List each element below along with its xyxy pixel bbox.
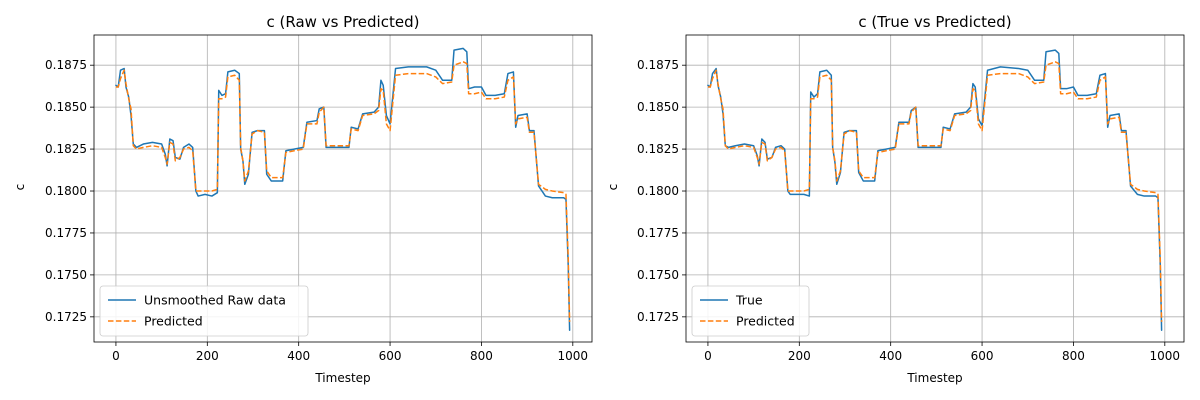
left-x-tick-label: 1000 (558, 349, 589, 363)
right-legend-label: Predicted (736, 314, 795, 329)
left-chart-title: c (Raw vs Predicted) (267, 13, 420, 31)
right-x-tick-label: 600 (971, 349, 994, 363)
right-x-tick-label: 200 (788, 349, 811, 363)
right-y-tick-label: 0.1750 (637, 268, 679, 282)
right-legend-label: True (735, 293, 763, 308)
right-y-tick-label: 0.1825 (637, 142, 679, 156)
left-legend-label: Unsmoothed Raw data (144, 293, 286, 308)
right-x-tick-label: 1000 (1150, 349, 1181, 363)
left-x-tick-label: 400 (287, 349, 310, 363)
left-y-tick-label: 0.1725 (45, 310, 87, 324)
left-series-group (115, 47, 571, 332)
left-legend: Unsmoothed Raw data Predicted (99, 285, 309, 337)
right-y-tick-label: 0.1850 (637, 100, 679, 114)
right-y-tick-label: 0.1725 (637, 310, 679, 324)
left-grid (94, 35, 592, 342)
left-y-tick-label: 0.1850 (45, 100, 87, 114)
right-y-axis-label: c (606, 184, 620, 191)
right-chart-panel: c (True vs Predicted) Timestep c 0 200 400… (606, 13, 1185, 385)
left-y-tick-label: 0.1800 (45, 184, 87, 198)
left-legend-box (99, 285, 309, 337)
left-y-tick-label: 0.1750 (45, 268, 87, 282)
left-y-tick-label: 0.1875 (45, 58, 87, 72)
left-x-tick-label: 600 (379, 349, 402, 363)
right-y-tick-label: 0.1875 (637, 58, 679, 72)
right-x-tick-label: 0 (704, 349, 712, 363)
right-y-tick-label: 0.1800 (637, 184, 679, 198)
left-x-tick-label: 800 (470, 349, 493, 363)
right-legend-box (691, 285, 810, 337)
left-chart-panel: c (Raw vs Predicted) Timestep c 0 200 400 6… (13, 13, 593, 385)
left-x-tick-label: 200 (196, 349, 219, 363)
right-series-line-predicted (707, 61, 1163, 322)
left-x-tick-label: 0 (112, 349, 120, 363)
right-y-tick-label: 0.1775 (637, 226, 679, 240)
right-x-axis-label: Timestep (906, 371, 962, 385)
right-series-group (707, 49, 1163, 332)
left-y-tick-label: 0.1775 (45, 226, 87, 240)
right-grid (686, 35, 1184, 342)
right-x-tick-label: 400 (879, 349, 902, 363)
left-y-axis-label: c (13, 184, 27, 191)
right-legend: True Predicted (691, 285, 810, 337)
right-chart-title: c (True vs Predicted) (858, 13, 1011, 31)
left-series-line-predicted (115, 61, 571, 322)
left-axes-frame (93, 34, 593, 343)
left-legend-label: Predicted (144, 314, 203, 329)
left-x-axis-label: Timestep (314, 371, 370, 385)
right-axes-frame (685, 34, 1185, 343)
left-y-tick-label: 0.1825 (45, 142, 87, 156)
right-x-tick-label: 800 (1062, 349, 1085, 363)
